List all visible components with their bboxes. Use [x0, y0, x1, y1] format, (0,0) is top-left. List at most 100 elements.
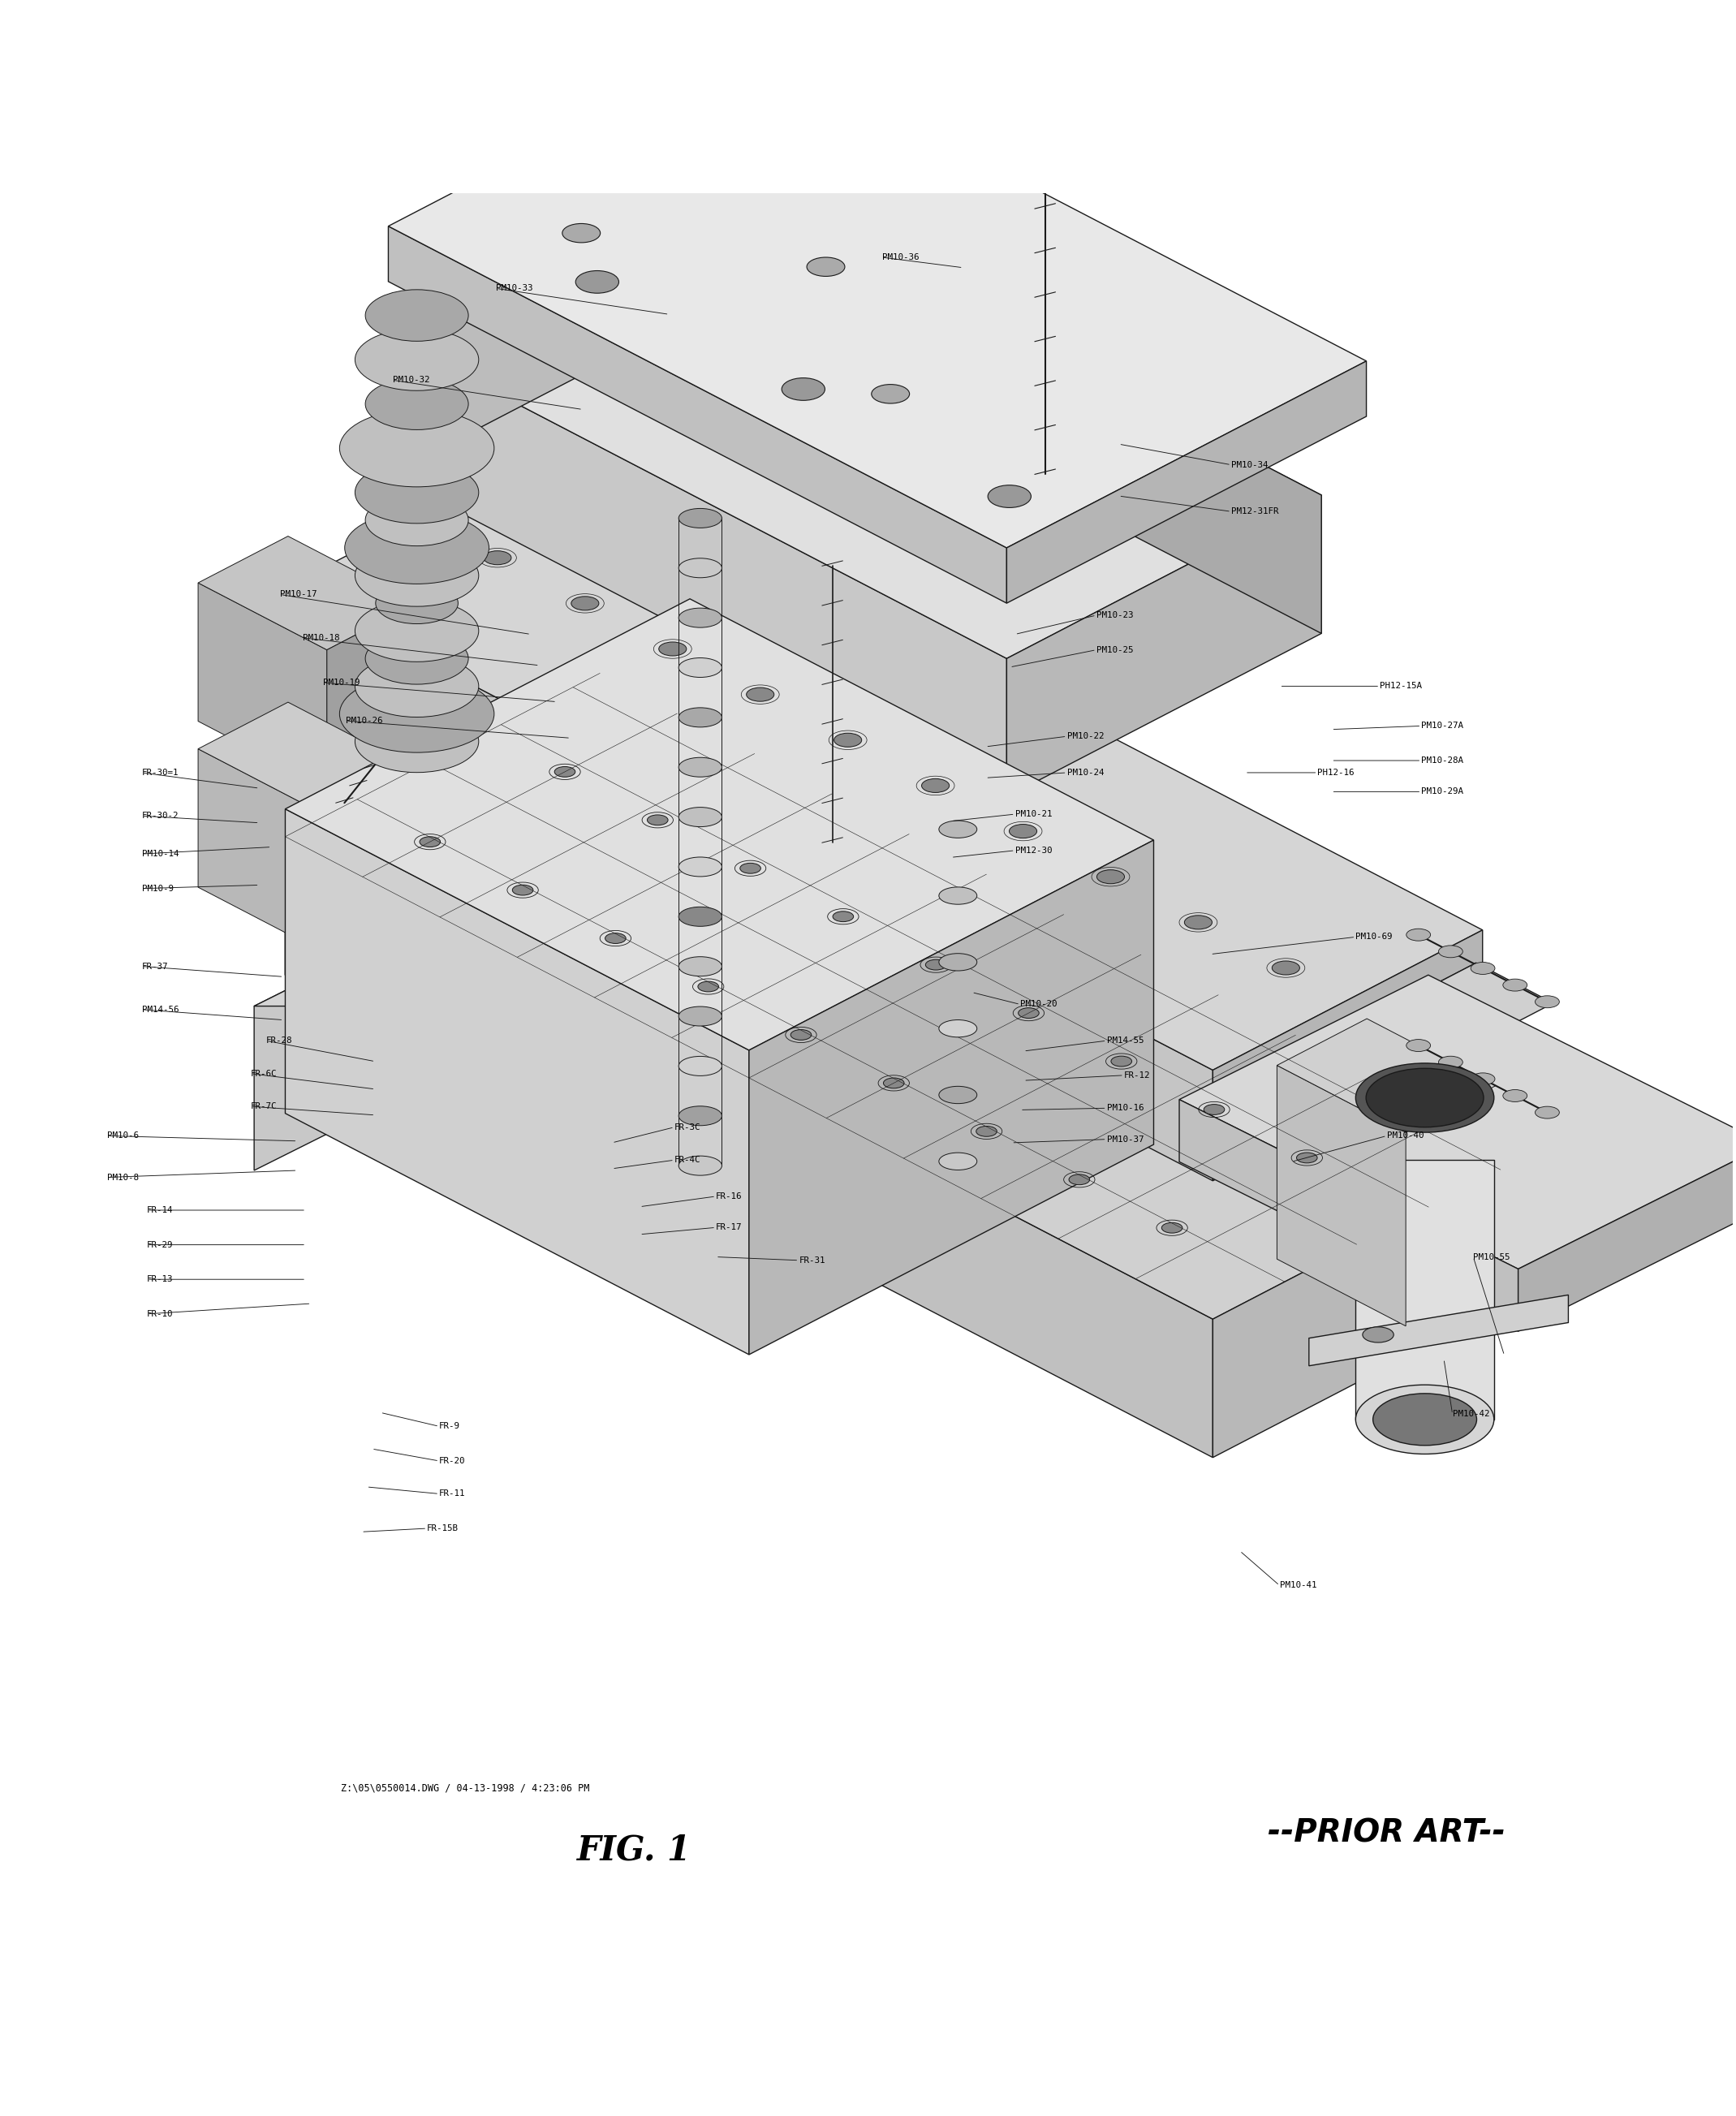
Polygon shape — [748, 840, 1154, 1354]
Ellipse shape — [679, 956, 722, 975]
Text: PM10-18: PM10-18 — [302, 633, 340, 641]
Ellipse shape — [354, 544, 479, 607]
Polygon shape — [1213, 931, 1483, 1181]
Polygon shape — [253, 963, 1248, 1005]
Ellipse shape — [345, 512, 490, 584]
Polygon shape — [389, 174, 1321, 658]
Ellipse shape — [1503, 980, 1528, 990]
Text: PM14-56: PM14-56 — [142, 1005, 179, 1014]
Polygon shape — [389, 174, 703, 476]
Ellipse shape — [1535, 997, 1559, 1007]
Text: FR-16: FR-16 — [715, 1191, 743, 1200]
Polygon shape — [253, 963, 340, 1170]
Ellipse shape — [939, 887, 977, 904]
Ellipse shape — [606, 933, 627, 944]
Ellipse shape — [1097, 870, 1125, 884]
Text: FR-17: FR-17 — [715, 1223, 743, 1232]
Ellipse shape — [658, 641, 686, 656]
Ellipse shape — [679, 559, 722, 578]
Text: PM12-31FR: PM12-31FR — [1231, 508, 1279, 516]
Text: PM10-25: PM10-25 — [1095, 645, 1134, 654]
Polygon shape — [285, 599, 1154, 1050]
Ellipse shape — [1111, 1056, 1132, 1066]
Ellipse shape — [340, 411, 495, 487]
Text: PM10-14: PM10-14 — [142, 851, 179, 857]
Polygon shape — [1519, 1145, 1736, 1331]
Text: PM10-20: PM10-20 — [1021, 1001, 1057, 1009]
Text: PM10-16: PM10-16 — [1106, 1105, 1144, 1113]
Ellipse shape — [375, 582, 458, 624]
Ellipse shape — [939, 1086, 977, 1105]
Ellipse shape — [679, 1056, 722, 1075]
Ellipse shape — [988, 485, 1031, 508]
Text: --PRIOR ART--: --PRIOR ART-- — [1267, 1818, 1505, 1847]
Polygon shape — [601, 673, 1528, 1295]
Text: PH12-15A: PH12-15A — [1380, 681, 1422, 690]
Ellipse shape — [354, 656, 479, 717]
Polygon shape — [1278, 1064, 1406, 1327]
Text: PM10-33: PM10-33 — [496, 284, 533, 292]
Ellipse shape — [679, 758, 722, 777]
Polygon shape — [326, 603, 417, 789]
Ellipse shape — [1439, 1056, 1463, 1069]
Polygon shape — [1356, 1160, 1495, 1420]
Polygon shape — [703, 174, 1321, 633]
Ellipse shape — [1535, 1107, 1559, 1119]
Ellipse shape — [871, 385, 910, 404]
Text: PM12-30: PM12-30 — [1016, 846, 1052, 855]
Ellipse shape — [698, 982, 719, 992]
Polygon shape — [1007, 495, 1321, 798]
Ellipse shape — [679, 1007, 722, 1026]
Polygon shape — [285, 446, 1483, 1071]
Text: FR-20: FR-20 — [439, 1458, 465, 1464]
Text: FR-10: FR-10 — [148, 1310, 174, 1318]
Ellipse shape — [1356, 1062, 1495, 1132]
Text: Z:\05\0550014.DWG / 04-13-1998 / 4:23:06 PM: Z:\05\0550014.DWG / 04-13-1998 / 4:23:06… — [340, 1782, 589, 1792]
Ellipse shape — [679, 908, 722, 927]
Text: PM10-9: PM10-9 — [142, 884, 174, 893]
Polygon shape — [1309, 1295, 1568, 1365]
Polygon shape — [340, 872, 1300, 920]
Ellipse shape — [679, 707, 722, 728]
Ellipse shape — [365, 633, 469, 683]
Ellipse shape — [1366, 1069, 1484, 1128]
Text: PM10-17: PM10-17 — [279, 590, 318, 599]
Ellipse shape — [554, 766, 575, 777]
Ellipse shape — [1069, 1174, 1090, 1185]
Ellipse shape — [354, 601, 479, 662]
Text: PM10-36: PM10-36 — [882, 254, 918, 262]
Ellipse shape — [1272, 961, 1300, 975]
Text: PM10-32: PM10-32 — [392, 377, 429, 385]
Ellipse shape — [1503, 1090, 1528, 1102]
Text: PM10-69: PM10-69 — [1356, 933, 1392, 942]
Ellipse shape — [562, 224, 601, 243]
Ellipse shape — [833, 912, 854, 923]
Text: FR-28: FR-28 — [266, 1037, 293, 1045]
Ellipse shape — [365, 495, 469, 546]
Ellipse shape — [679, 1107, 722, 1126]
Ellipse shape — [1203, 1105, 1224, 1115]
Ellipse shape — [1373, 1394, 1477, 1445]
Ellipse shape — [354, 461, 479, 523]
Polygon shape — [285, 673, 1528, 1318]
Polygon shape — [1007, 362, 1366, 603]
Text: FR-9: FR-9 — [439, 1422, 460, 1430]
Ellipse shape — [679, 1155, 722, 1174]
Ellipse shape — [939, 1153, 977, 1170]
Ellipse shape — [365, 290, 469, 341]
Text: FR-14: FR-14 — [148, 1206, 174, 1215]
Polygon shape — [198, 703, 417, 817]
Text: PM10-19: PM10-19 — [323, 679, 359, 688]
Ellipse shape — [939, 954, 977, 971]
Text: PM10-34: PM10-34 — [1231, 461, 1267, 470]
Ellipse shape — [976, 1126, 996, 1136]
Ellipse shape — [576, 271, 618, 294]
Ellipse shape — [790, 1030, 811, 1041]
Ellipse shape — [1470, 963, 1495, 973]
Polygon shape — [285, 588, 1213, 1181]
Polygon shape — [1179, 975, 1736, 1270]
Text: PM10-41: PM10-41 — [1279, 1581, 1316, 1589]
Ellipse shape — [884, 1077, 904, 1088]
Ellipse shape — [1470, 1073, 1495, 1086]
Ellipse shape — [648, 815, 668, 825]
